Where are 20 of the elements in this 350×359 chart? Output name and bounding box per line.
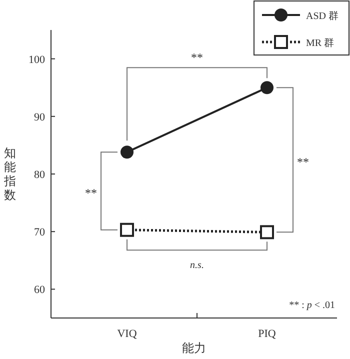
y-tick-label: 70 — [34, 226, 46, 239]
point — [260, 225, 274, 240]
y-tick-label: 80 — [34, 169, 46, 181]
y-tick-label: 100 — [28, 54, 46, 66]
annotation: ** : p < .01 — [289, 300, 335, 311]
annotation: n.s. — [190, 260, 204, 272]
legend-label: MR 群 — [306, 37, 334, 49]
y-tick-label: 60 — [34, 284, 46, 296]
point — [260, 81, 274, 94]
point — [120, 222, 134, 237]
annotation: ** — [191, 50, 204, 65]
x-axis-title: 能力 — [182, 341, 206, 355]
x-tick-label: VIQ — [117, 328, 137, 340]
y-tick-label: 90 — [34, 111, 46, 124]
annotation: ** — [297, 154, 310, 169]
x-tick-label: PIQ — [258, 328, 276, 340]
y-axis-title: 知能指数 — [3, 146, 16, 202]
annotation: ** — [85, 186, 98, 200]
point — [120, 146, 134, 159]
legend-label: ASD 群 — [306, 10, 339, 22]
